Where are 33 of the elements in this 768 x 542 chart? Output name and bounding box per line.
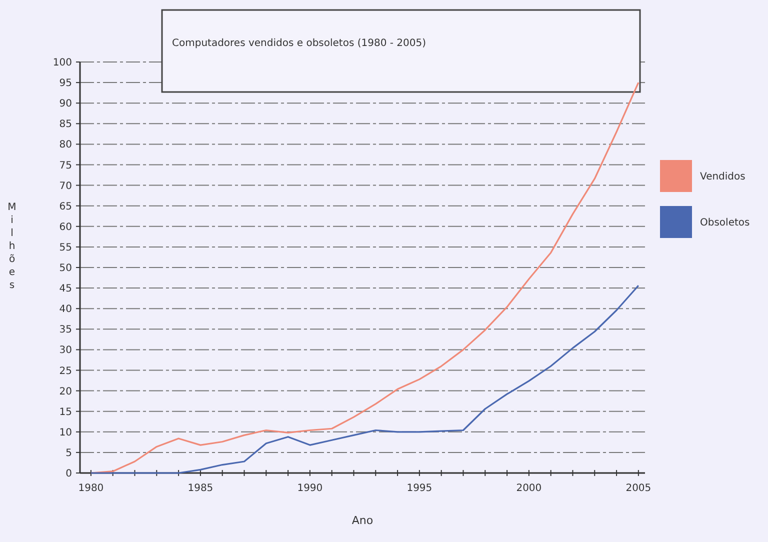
x-tick-label: 1990 bbox=[297, 483, 323, 494]
x-tick-label: 2005 bbox=[626, 483, 652, 494]
y-tick-label: 40 bbox=[59, 304, 72, 316]
y-tick-label: 55 bbox=[59, 242, 72, 254]
x-tick-label: 1995 bbox=[406, 483, 432, 494]
y-tick-label: 75 bbox=[59, 160, 72, 172]
y-axis-title: Milhões bbox=[8, 202, 16, 291]
y-tick-label: 45 bbox=[59, 284, 72, 295]
y-tick-label: 5 bbox=[66, 448, 72, 459]
y-tick-label: 0 bbox=[66, 468, 72, 480]
y-tick-label: 30 bbox=[59, 345, 72, 356]
y-tick-label: 15 bbox=[59, 406, 72, 418]
y-tick-label: 20 bbox=[59, 386, 72, 398]
x-tick-label: 1985 bbox=[188, 483, 214, 494]
y-tick-label: 10 bbox=[59, 427, 72, 438]
y-tick-label: 95 bbox=[59, 78, 72, 90]
text: Obsoletos bbox=[700, 218, 750, 228]
y-tick-label: 60 bbox=[59, 222, 72, 233]
y-tick-label: 90 bbox=[59, 98, 72, 110]
x-axis-title: Ano bbox=[352, 514, 374, 527]
chart-title: Computadores vendidos e obsoletos (1980 - 2005) bbox=[172, 38, 426, 49]
y-tick-label: 25 bbox=[59, 366, 72, 377]
y-tick-label: 50 bbox=[59, 263, 72, 274]
x-tick-label: 1980 bbox=[78, 483, 104, 494]
y-tick-label: 70 bbox=[59, 180, 72, 192]
line-series bbox=[90, 284, 640, 474]
x-tick-label: 2000 bbox=[516, 483, 542, 494]
y-tick-label: 80 bbox=[59, 140, 72, 151]
y-tick-label: 35 bbox=[59, 324, 72, 336]
y-tick-label: 100 bbox=[52, 58, 72, 68]
text: Vendidos bbox=[700, 172, 746, 182]
y-tick-label: 85 bbox=[59, 119, 72, 130]
y-tick-label: 65 bbox=[59, 201, 72, 212]
